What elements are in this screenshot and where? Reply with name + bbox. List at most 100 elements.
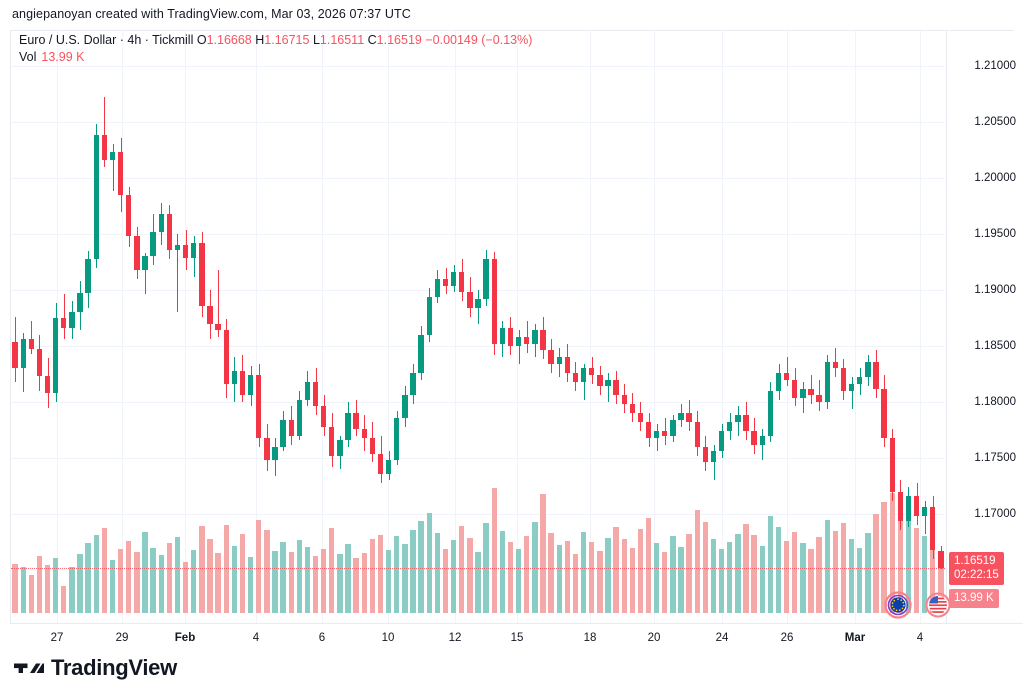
candlestick xyxy=(621,395,627,405)
time-axis[interactable]: 27 29 Feb 4 6 10 12 15 18 20 24 26 Mar 4 xyxy=(11,623,1023,653)
volume-bar xyxy=(418,521,424,613)
volume-bar xyxy=(524,535,530,613)
volume-bar xyxy=(117,548,124,613)
volume-bar xyxy=(653,543,660,613)
candle-wick xyxy=(714,444,715,481)
eur-flag-icon[interactable] xyxy=(884,591,912,624)
chart-plot-area[interactable] xyxy=(11,31,945,623)
candlestick xyxy=(231,370,238,385)
price-axis-label: 1.17500 xyxy=(974,452,1016,464)
candlestick xyxy=(450,272,457,286)
volume-bar xyxy=(361,552,367,613)
candlestick xyxy=(930,507,936,550)
candlestick xyxy=(199,242,205,306)
candlestick xyxy=(85,258,91,294)
candlestick xyxy=(840,368,847,391)
price-gridline xyxy=(11,402,945,403)
volume-bar xyxy=(345,543,351,613)
price-gridline xyxy=(11,122,945,123)
candle-wick xyxy=(218,269,219,338)
volume-bar xyxy=(905,520,912,613)
candlestick xyxy=(44,376,51,394)
volume-bar xyxy=(52,558,59,613)
volume-bar xyxy=(759,545,765,613)
usd-flag-icon[interactable] xyxy=(925,592,951,623)
current-price-line xyxy=(11,567,945,569)
candlestick xyxy=(321,406,327,427)
legend-open-label: O xyxy=(196,33,207,47)
candlestick xyxy=(215,323,221,331)
price-axis-label: 1.20500 xyxy=(974,116,1016,128)
candlestick xyxy=(312,381,319,407)
volume-bar xyxy=(304,547,311,613)
candlestick xyxy=(694,422,700,447)
candlestick xyxy=(296,399,302,436)
candlestick xyxy=(686,413,692,423)
volume-bar xyxy=(548,533,554,613)
time-axis-label: Feb xyxy=(174,632,196,644)
volume-bar xyxy=(256,520,262,613)
price-axis-label: 1.20000 xyxy=(974,172,1016,184)
volume-tag[interactable]: 13.99 K xyxy=(949,588,999,608)
volume-bar xyxy=(913,528,920,613)
volume-bar xyxy=(540,493,546,613)
volume-bar xyxy=(239,534,246,613)
candlestick xyxy=(174,245,181,250)
tradingview-wordmark: TradingView xyxy=(51,655,177,680)
legend-row-volume: Vol 13.99 K xyxy=(19,50,532,65)
legend-symbol[interactable]: Euro / U.S. Dollar · 4h · Tickmill xyxy=(19,33,194,47)
volume-bar xyxy=(710,538,717,613)
volume-bar xyxy=(767,516,774,613)
volume-bar xyxy=(564,541,571,613)
candlestick xyxy=(613,379,619,396)
volume-bar xyxy=(678,546,684,613)
volume-bar xyxy=(85,543,91,613)
volume-bar xyxy=(434,532,441,613)
time-axis-label: Mar xyxy=(844,632,866,644)
volume-bar xyxy=(321,548,327,613)
candlestick xyxy=(751,431,757,445)
price-axis-label: 1.17000 xyxy=(974,508,1016,520)
volume-bar xyxy=(69,566,75,613)
time-gridline xyxy=(256,31,257,623)
volume-bar xyxy=(783,540,790,613)
volume-bar xyxy=(410,529,416,613)
volume-bar xyxy=(215,553,221,613)
price-gridline xyxy=(11,178,945,179)
candle-wick xyxy=(852,377,853,409)
volume-bar xyxy=(207,538,213,613)
volume-bar xyxy=(158,554,164,613)
candlestick xyxy=(727,422,733,432)
volume-bar xyxy=(832,531,839,613)
current-price-tag[interactable]: 1.16519 02:22:15 xyxy=(949,551,1004,585)
candlestick xyxy=(759,435,765,445)
price-axis-label: 1.18000 xyxy=(974,396,1016,408)
candlestick xyxy=(69,312,75,329)
candlestick xyxy=(410,372,416,396)
volume-bar xyxy=(450,540,457,613)
volume-bar xyxy=(694,509,700,613)
time-gridline xyxy=(855,31,856,623)
candlestick xyxy=(718,431,725,452)
volume-bar xyxy=(150,547,156,613)
candlestick xyxy=(272,446,278,461)
volume-bar xyxy=(816,536,822,613)
time-gridline xyxy=(388,31,389,623)
legend-volume-label: Vol xyxy=(19,50,37,64)
candlestick xyxy=(564,357,571,373)
candlestick xyxy=(369,437,376,454)
candlestick xyxy=(337,440,343,456)
candlestick xyxy=(304,381,311,400)
price-axis-label: 1.19000 xyxy=(974,284,1016,296)
price-axis[interactable]: 1.21000 1.20500 1.20000 1.19500 1.19000 1.185… xyxy=(946,31,1023,623)
candle-wick xyxy=(803,381,804,414)
time-gridline xyxy=(920,31,921,623)
candlestick xyxy=(775,372,782,391)
volume-bar xyxy=(800,542,806,613)
candlestick xyxy=(166,213,173,250)
volume-bar xyxy=(174,536,181,613)
volume-bar xyxy=(61,586,67,613)
candlestick xyxy=(426,296,432,335)
volume-bar xyxy=(166,542,173,613)
legend-close-label: C xyxy=(367,33,377,47)
